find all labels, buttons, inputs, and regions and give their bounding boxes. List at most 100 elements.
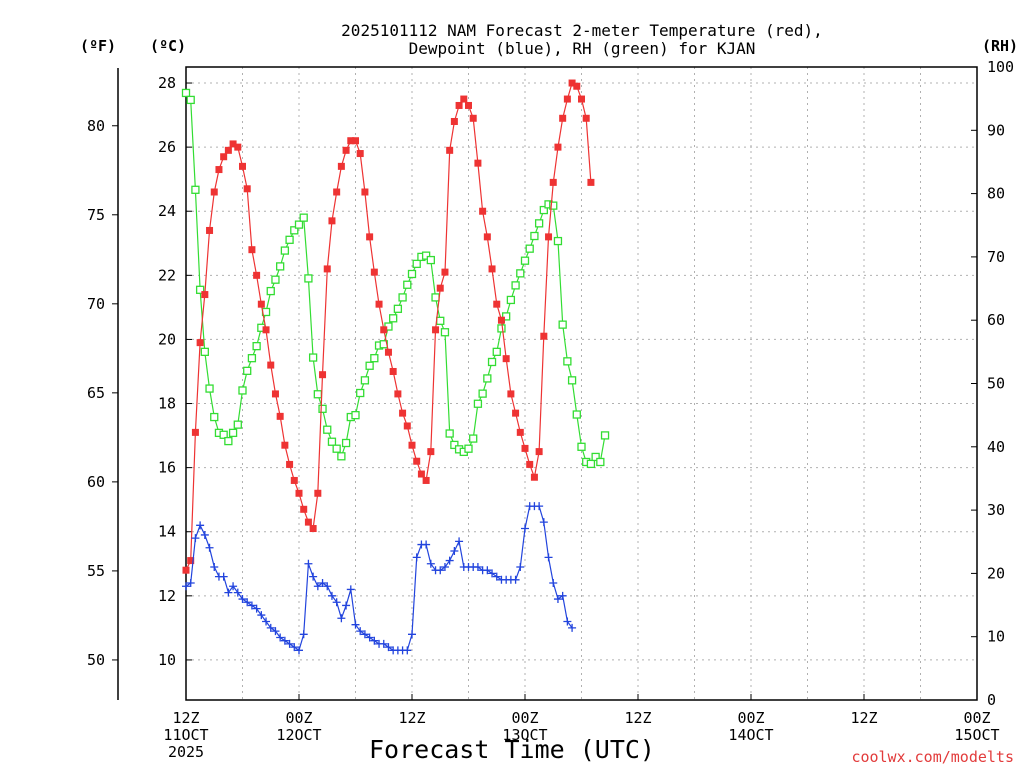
rh-tick-label: 70: [987, 248, 1005, 266]
x-tick-label: 00Z: [511, 709, 538, 727]
rh-point: [426, 255, 435, 265]
temperature-point: [309, 525, 317, 533]
rh-point: [591, 452, 600, 462]
rh-tick-label: 80: [987, 185, 1005, 203]
celsius-tick-label: 10: [158, 651, 176, 669]
temperature-point: [206, 226, 214, 234]
temperature-point: [234, 143, 242, 151]
temperature-point: [342, 146, 350, 154]
rh-point: [365, 361, 374, 370]
dewpoint-point: [257, 611, 266, 620]
rh-point: [539, 205, 548, 215]
temperature-point: [530, 473, 538, 481]
x-tick-label: 12Z: [172, 709, 199, 727]
temperature-point: [220, 153, 228, 161]
rh-point: [341, 438, 351, 448]
dewpoint-point: [318, 579, 327, 588]
temperature-point: [375, 300, 383, 308]
temperature-point: [257, 300, 265, 308]
rh-point: [525, 244, 534, 253]
temperature-point: [483, 233, 491, 241]
fahrenheit-unit-label: (ºF): [80, 37, 116, 55]
rh-point: [600, 431, 610, 440]
celsius-tick-label: 14: [158, 523, 176, 541]
rh-point: [596, 457, 605, 467]
rh-point: [327, 437, 337, 446]
rh-point: [511, 281, 520, 290]
chart-title-line2: Dewpoint (blue), RH (green) for KJAN: [409, 39, 756, 58]
temperature-point: [182, 566, 190, 574]
fahrenheit-tick-label: 65: [87, 384, 105, 402]
dewpoint-point: [535, 502, 544, 511]
rh-point: [294, 220, 304, 229]
rh-point: [285, 235, 294, 244]
temperature-point: [356, 150, 364, 158]
rh-point: [421, 251, 431, 260]
rh-point: [389, 314, 398, 323]
temperature-point: [587, 178, 595, 186]
dewpoint-point: [182, 582, 190, 591]
dewpoint-point: [327, 591, 336, 600]
temperature-point: [210, 188, 218, 196]
dewpoint-point: [553, 595, 562, 604]
temperature-point: [224, 146, 232, 154]
rh-point: [228, 428, 238, 438]
rh-point: [304, 274, 313, 283]
temperature-point: [281, 441, 289, 449]
temperature-point: [243, 185, 251, 193]
rh-point: [313, 390, 322, 399]
dewpoint-point: [455, 537, 464, 546]
rh-tick-label: 40: [987, 438, 1005, 456]
dewpoint-point: [243, 598, 252, 607]
celsius-tick-label: 16: [158, 459, 176, 477]
temperature-point: [479, 207, 487, 215]
dewpoint-point: [440, 562, 449, 571]
dewpoint-point: [516, 562, 525, 571]
temperature-point: [563, 95, 571, 103]
dewpoint-point: [252, 604, 261, 613]
rh-tick-label: 90: [987, 121, 1005, 139]
celsius-tick-label: 20: [158, 330, 176, 348]
x-tick-label: 11OCT: [163, 726, 208, 744]
dewpoint-point: [205, 543, 214, 552]
celsius-tick-label: 26: [158, 138, 176, 156]
dewpoint-point: [422, 540, 431, 549]
dewpoint-point: [408, 630, 416, 639]
celsius-tick-label: 24: [158, 202, 176, 220]
rh-point: [464, 444, 473, 453]
temperature-point: [427, 448, 435, 456]
celsius-tick-label: 22: [158, 266, 176, 284]
dewpoint-point: [304, 559, 313, 568]
rh-point: [473, 399, 483, 408]
dewpoint-point: [549, 579, 558, 588]
rh-point: [567, 376, 577, 385]
fahrenheit-tick-label: 55: [87, 562, 105, 580]
dewpoint-point: [351, 620, 360, 629]
temperature-point: [215, 166, 223, 174]
temperature-point: [286, 460, 294, 468]
dewpoint-point: [450, 546, 459, 555]
dewpoint-point: [313, 582, 322, 591]
rh-point: [483, 374, 492, 383]
temperature-point: [384, 348, 392, 356]
temperature-point: [366, 233, 374, 241]
temperature-point: [549, 178, 557, 186]
dewpoint-point: [544, 553, 553, 562]
fahrenheit-tick-label: 60: [87, 473, 105, 491]
x-tick-label: 2025: [168, 743, 204, 761]
rh-point: [407, 269, 417, 279]
temperature-point: [191, 428, 199, 436]
rh-point: [469, 434, 478, 443]
rh-point: [191, 185, 200, 194]
rh-point: [502, 312, 511, 321]
dewpoint-point: [196, 521, 205, 530]
rh-point: [323, 425, 332, 434]
rh-point: [436, 316, 445, 325]
temperature-point: [465, 101, 472, 109]
dewpoint-point: [219, 572, 228, 581]
temperature-point: [432, 326, 440, 334]
dewpoint-point: [568, 623, 577, 632]
x-tick-label: 12Z: [398, 709, 425, 727]
temperature-point: [497, 316, 505, 324]
